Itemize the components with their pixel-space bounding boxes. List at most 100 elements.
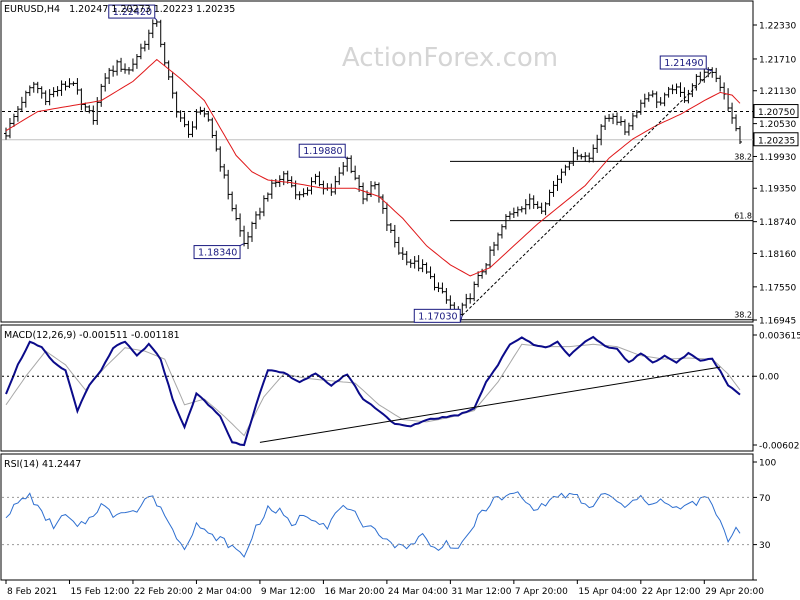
price-bar: [591, 144, 596, 163]
price-bar: [464, 293, 469, 309]
macd-trendline: [259, 366, 721, 443]
price-bar: [313, 173, 318, 185]
price-bar: [107, 67, 112, 84]
annotation-box: [413, 308, 461, 323]
price-bar: [222, 163, 227, 179]
price-bar: [654, 91, 659, 109]
price-tick-label: 1.18160: [759, 250, 796, 260]
price-bar: [265, 192, 270, 202]
price-bar: [297, 191, 302, 201]
price-bar: [531, 195, 536, 209]
price-bar: [349, 155, 354, 174]
price-bar: [400, 247, 405, 260]
price-bar: [146, 29, 151, 50]
price-tick-label: 1.18740: [759, 218, 796, 228]
annotation-box: [659, 55, 707, 70]
price-bar: [138, 43, 143, 60]
price-bar: [174, 91, 179, 118]
price-bar: [511, 207, 516, 218]
price-bar: [650, 90, 655, 98]
price-bar: [710, 67, 715, 78]
annotation-label: 1.19880: [303, 146, 342, 157]
price-bar: [55, 86, 60, 97]
macd-tick-label: 0.003615: [759, 332, 800, 342]
annotation-pointer: [344, 156, 348, 160]
swing-point-annotation: 1.18340: [193, 243, 245, 260]
price-bar: [301, 188, 306, 198]
price-bar: [119, 57, 124, 72]
price-bar: [166, 60, 171, 81]
annotation-box: [193, 245, 241, 260]
price-bar: [198, 106, 203, 115]
price-bar: [603, 115, 608, 130]
price-bar: [341, 161, 346, 176]
price-bar: [317, 171, 322, 187]
annotation-pointer: [239, 243, 245, 247]
price-bar: [495, 232, 500, 251]
symbol-name: EURUSD,H4: [4, 4, 60, 15]
price-bar: [658, 97, 663, 106]
price-bar: [662, 92, 667, 107]
price-bar: [305, 187, 310, 196]
fibonacci-levels: 38.2 61.8 38.2: [448, 152, 753, 321]
price-bar: [23, 90, 28, 108]
price-bar: [527, 193, 532, 210]
price-bar: [626, 122, 631, 136]
price-bar: [71, 81, 76, 87]
price-tick-label: 1.16945: [759, 317, 796, 327]
price-bar: [476, 271, 481, 288]
price-bar: [103, 73, 108, 92]
price-bar: [230, 191, 235, 212]
price-bar: [507, 211, 512, 220]
price-bar: [246, 231, 251, 250]
price-bar: [190, 121, 195, 138]
price-bar: [472, 281, 477, 302]
price-bar: [424, 262, 429, 274]
macd-panel-frame: [0, 324, 754, 452]
dashed-trendline: [461, 70, 713, 316]
price-bar: [567, 161, 572, 171]
price-bar: [130, 58, 135, 72]
price-bar: [638, 99, 643, 115]
price-bar: [436, 282, 441, 293]
time-tick-label: 29 Apr 20:00: [705, 587, 764, 597]
fib-level-label: 38.2: [734, 311, 752, 320]
price-bar: [428, 266, 433, 279]
price-bar: [15, 106, 20, 122]
price-bar: [238, 213, 243, 237]
price-bar: [515, 206, 520, 217]
price-bar: [448, 295, 453, 311]
price-bar: [630, 112, 635, 131]
price-bar: [551, 180, 556, 197]
price-bar: [666, 86, 671, 98]
price-bar: [369, 181, 374, 198]
level-price-label: 1.20750: [758, 108, 795, 118]
annotation-label: 1.22420: [113, 7, 152, 18]
price-bar: [674, 83, 679, 94]
price-bar: [150, 19, 155, 39]
price-bar: [618, 116, 623, 126]
price-bar: [599, 124, 604, 146]
price-bar: [547, 189, 552, 206]
price-tick-label: 1.19930: [759, 153, 796, 163]
annotation-label: 1.21490: [664, 58, 703, 69]
price-bar: [492, 241, 497, 256]
price-bar: [404, 251, 409, 266]
moving-average-line: [5, 58, 741, 277]
price-bar: [444, 288, 449, 304]
time-tick-label: 22 Apr 12:00: [642, 587, 701, 597]
price-bar: [47, 89, 52, 106]
price-bar: [678, 82, 683, 97]
price-bars: [4, 19, 742, 317]
price-annotations: 1.22420 1.18340 1.19880 1.17030 1.21490: [108, 4, 713, 323]
price-bar: [31, 81, 36, 93]
price-bar: [730, 102, 735, 124]
rsi-axis: 100 70 30: [2, 459, 776, 581]
time-tick-label: 24 Mar 04:00: [388, 587, 448, 597]
rsi-tick-label: 70: [759, 494, 771, 504]
price-bar: [622, 119, 627, 136]
current-price-box: [753, 132, 799, 147]
price-bar: [206, 111, 211, 122]
time-tick-label: 31 Mar 12:00: [451, 587, 511, 597]
rsi-lines: [5, 491, 741, 558]
